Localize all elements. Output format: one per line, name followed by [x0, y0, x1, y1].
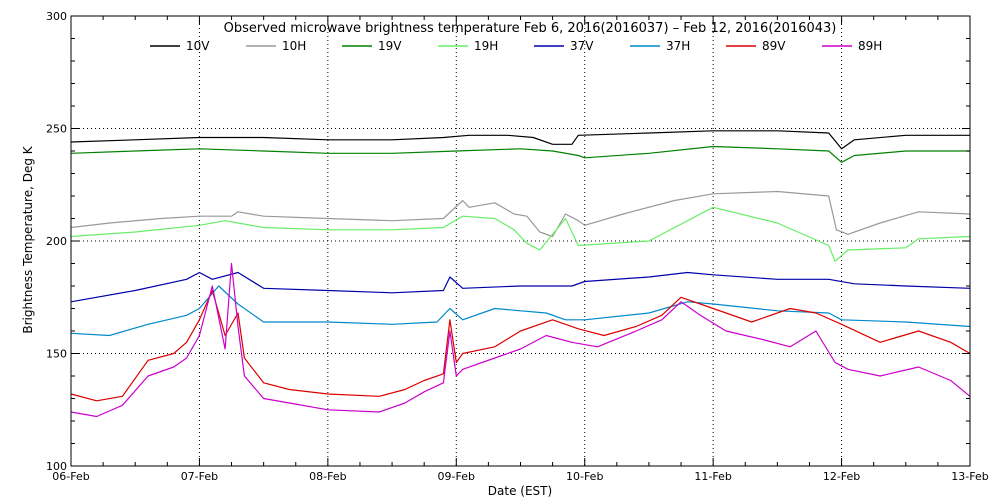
legend-label-37H: 37H: [666, 39, 690, 53]
y-tick-label: 300: [46, 10, 67, 23]
y-tick-label: 100: [46, 460, 67, 473]
series-line-10V: [70, 130, 970, 150]
series-line-89H: [70, 262, 971, 418]
legend-label-37V: 37V: [570, 39, 594, 53]
x-axis-title: Date (EST): [488, 484, 552, 498]
grid: [71, 16, 970, 466]
y-axis: 100 150 200 250 300: [46, 10, 970, 473]
legend-label-10V: 10V: [186, 39, 210, 53]
legend-label-19H: 19H: [474, 39, 498, 53]
series-line-89V: [70, 289, 971, 402]
y-axis-title: Brightness Temperature, Deg K: [21, 145, 35, 333]
series-lines: [70, 130, 971, 418]
legend-label-89H: 89H: [858, 39, 882, 53]
y-tick-label: 250: [46, 123, 67, 136]
legend: 10V 10H 19V 19H 37V 37H 89V 89H: [150, 39, 882, 53]
legend-label-89V: 89V: [762, 39, 786, 53]
x-tick-label: 10-Feb: [566, 470, 603, 483]
series-line-19V: [70, 145, 970, 163]
chart-title: Observed microwave brightness temperatur…: [224, 21, 837, 36]
series-line-37H: [70, 285, 971, 337]
series-line-10H: [70, 190, 971, 238]
x-tick-label: 12-Feb: [823, 470, 860, 483]
x-tick-label: 11-Feb: [694, 470, 731, 483]
legend-label-10H: 10H: [282, 39, 306, 53]
x-tick-label: 06-Feb: [52, 470, 89, 483]
legend-label-19V: 19V: [378, 39, 402, 53]
y-tick-label: 150: [46, 348, 67, 361]
x-tick-label: 09-Feb: [438, 470, 475, 483]
y-tick-label: 200: [46, 235, 67, 248]
x-tick-label: 08-Feb: [309, 470, 346, 483]
x-tick-label: 13-Feb: [951, 470, 988, 483]
series-line-37V: [70, 271, 971, 303]
x-tick-label: 07-Feb: [181, 470, 218, 483]
x-axis: 06-Feb 07-Feb 08-Feb 09-Feb 10-Feb 11-Feb 12-F…: [52, 16, 989, 483]
series-line-19H: [70, 206, 971, 262]
